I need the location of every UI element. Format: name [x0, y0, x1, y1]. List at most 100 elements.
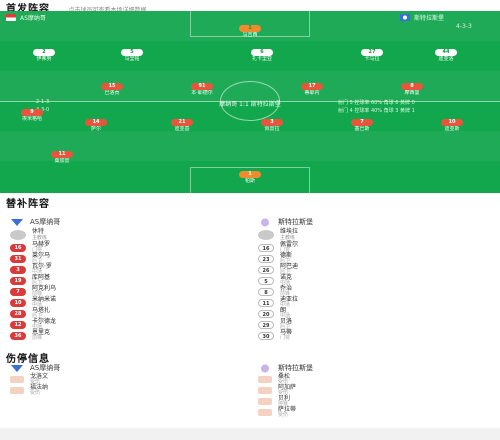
pitch-player[interactable]: 6 扎卡里亚: [240, 49, 284, 63]
home-coach[interactable]: 休特 主教练: [10, 228, 242, 242]
pitch-player[interactable]: 15 巴洛贡: [90, 83, 134, 97]
pitch-player[interactable]: 27 卡马拉: [350, 49, 394, 63]
player-name: 佩雷尔: [280, 241, 299, 248]
list-item[interactable]: 阿加萨 受伤: [258, 385, 490, 396]
player-info: 恩里克 前锋: [32, 330, 50, 341]
list-item[interactable]: 30 马蒂 门将: [258, 330, 490, 341]
player-number-badge: 11: [258, 298, 274, 307]
pitch-player[interactable]: 9 埃米格哈: [10, 109, 54, 123]
away-subs: 斯特拉斯堡 维埃拉 主教练 16 佩雷尔 门将 23 德斯 后卫 26 阿巴迪 后卫 5 诺克 中场 8…: [258, 216, 490, 341]
list-item[interactable]: 26 阿巴迪 后卫: [258, 264, 490, 275]
player-position: 中场: [32, 269, 43, 275]
list-item[interactable]: 23 德斯 后卫: [258, 253, 490, 264]
home-team-header[interactable]: AS摩纳哥: [6, 13, 46, 22]
pitch-player[interactable]: 7 塞巴斯: [340, 119, 384, 133]
player-info: 朗中场: [280, 308, 290, 319]
pitch-player[interactable]: 5 马里帕: [110, 49, 154, 63]
player-number-badge: 44: [435, 49, 457, 56]
list-item[interactable]: 3 瓦尔·罗 中场: [10, 264, 242, 275]
list-item[interactable]: 8 乔治 前锋: [258, 286, 490, 297]
player-number-badge: 21: [171, 119, 193, 126]
pitch-player[interactable]: 1 马吉西: [228, 25, 272, 39]
pitch-player[interactable]: 1 帕斯: [228, 171, 272, 185]
player-name: 萨尔: [90, 126, 101, 132]
list-item[interactable]: 5 诺克 中场: [258, 275, 490, 286]
player-position: 中场: [280, 280, 291, 286]
list-item[interactable]: 16 马赫罗 门将: [10, 242, 242, 253]
player-position: 前锋: [280, 291, 291, 297]
away-team-header[interactable]: 斯特拉斯堡: [400, 13, 444, 22]
list-item[interactable]: 11 迪亚拉 中场: [258, 297, 490, 308]
list-item[interactable]: 36 恩里克 前锋: [10, 330, 242, 341]
list-item[interactable]: 福法纳 受伤: [10, 385, 242, 396]
list-item[interactable]: 20 朗中场: [258, 308, 490, 319]
player-position: 中场: [280, 302, 291, 308]
player-info: 贝洛 后卫: [280, 319, 292, 330]
pitch-player[interactable]: 2 伊弗努: [22, 49, 66, 63]
injury-reason: 受伤: [30, 379, 41, 385]
away-club-logo-icon: [261, 218, 269, 226]
player-number-badge: 11: [51, 151, 73, 158]
coach-role: 主教练: [280, 235, 296, 241]
list-item[interactable]: 31 莱尔马 后卫: [10, 253, 242, 264]
injury-icon: [258, 398, 272, 405]
player-name: 马蒂: [280, 329, 293, 336]
player-name: 马吉西: [242, 32, 258, 38]
list-item[interactable]: 贝利 停赛: [258, 396, 490, 407]
player-info: 马赫罗 门将: [32, 242, 50, 253]
pitch-player[interactable]: 8 摩西曼: [390, 83, 434, 97]
home-club-logo-icon: [11, 218, 23, 226]
player-info: 诺克 中场: [280, 275, 292, 286]
away-subs-club: 斯特拉斯堡: [258, 216, 490, 228]
player-number-badge: 28: [10, 309, 26, 318]
player-name: 桑松: [278, 373, 291, 380]
player-name: 帕斯: [244, 178, 255, 184]
player-name: 桑加雷: [54, 158, 70, 164]
pitch-player[interactable]: 44 迪亚洛: [424, 49, 468, 63]
list-item[interactable]: 戈洛文 受伤: [10, 374, 242, 385]
injury-icon: [10, 376, 24, 383]
pitch-player[interactable]: 17 蒂耶内: [290, 83, 334, 97]
list-item[interactable]: 29 贝洛 后卫: [258, 319, 490, 330]
player-name: 迪亚斯: [444, 126, 460, 132]
avatar: [258, 230, 274, 240]
list-item[interactable]: 桑松 受伤: [258, 374, 490, 385]
player-position: 中场: [280, 313, 291, 319]
pitch-player[interactable]: 11 桑加雷: [40, 151, 84, 165]
subs-title: 替补阵容: [6, 199, 50, 210]
injury-info: 桑松 受伤: [278, 374, 290, 385]
player-number-badge: 2: [33, 49, 55, 56]
home-subs-club-name: AS摩纳哥: [30, 218, 61, 226]
player-number-badge: 8: [258, 287, 274, 296]
away-coach[interactable]: 维埃拉 主教练: [258, 228, 490, 242]
player-info: 阿巴迪 后卫: [280, 264, 298, 275]
pitch-player[interactable]: 91 本·耶德尔: [180, 83, 224, 97]
away-subs-club-name: 斯特拉斯堡: [278, 218, 313, 226]
pitch-player[interactable]: 10 迪亚斯: [430, 119, 474, 133]
pitch-stripe: [0, 131, 500, 161]
list-item[interactable]: 19 库阿基 后卫: [10, 275, 242, 286]
list-item[interactable]: 28 马塔扎 后卫: [10, 308, 242, 319]
player-info: 库阿基 后卫: [32, 275, 50, 286]
player-position: 中场: [32, 324, 43, 330]
list-item[interactable]: 16 佩雷尔 门将: [258, 242, 490, 253]
injury-reason: 受伤: [278, 379, 289, 385]
player-name: 阿克利乌: [32, 285, 57, 292]
center-score: 摩纳哥 1:1 斯特拉斯堡: [219, 101, 281, 108]
player-position: 后卫: [32, 258, 43, 264]
injury-icon: [258, 409, 272, 416]
list-item[interactable]: 12 卡尔德龙 中场: [10, 319, 242, 330]
home-injuries: AS摩纳哥 戈洛文 受伤 福法纳 受伤: [10, 362, 242, 396]
player-number-badge: 29: [258, 320, 274, 329]
pitch-player[interactable]: 3 佩雷拉: [250, 119, 294, 133]
list-item[interactable]: 7 阿克利乌 前锋: [10, 286, 242, 297]
home-stat-line: 2-1-3: [36, 99, 50, 105]
player-info: 卡尔德龙 中场: [32, 319, 56, 330]
pitch-player[interactable]: 21 迪亚基: [160, 119, 204, 133]
home-subs-list: 16 马赫罗 门将 31 莱尔马 后卫 3 瓦尔·罗 中场 19 库阿基 后卫 7 阿克利乌 前锋 10 米纳米…: [10, 242, 242, 341]
pitch-player[interactable]: 14 萨尔: [74, 119, 118, 133]
list-item[interactable]: 萨拉蒂 受伤: [258, 407, 490, 418]
player-position: 后卫: [280, 324, 291, 330]
list-item[interactable]: 10 米纳米诺 中场: [10, 297, 242, 308]
player-info: 迪亚拉 中场: [280, 297, 298, 308]
